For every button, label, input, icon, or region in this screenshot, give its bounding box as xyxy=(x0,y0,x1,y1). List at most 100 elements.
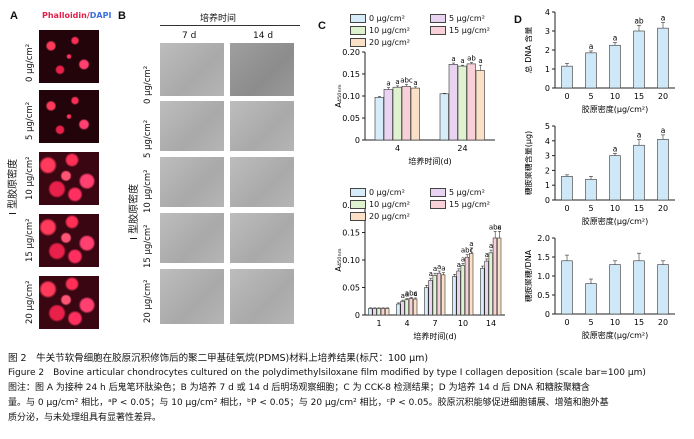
bar xyxy=(609,264,621,315)
legend-item: 10 μg/cm² xyxy=(350,26,410,35)
brightfield-image xyxy=(230,43,294,96)
bar xyxy=(404,299,409,316)
panel-a-ylabel: I 型胶原密度 xyxy=(8,158,19,215)
fluorescence-image xyxy=(38,213,100,268)
bar xyxy=(657,139,669,201)
brightfield-image xyxy=(230,269,294,324)
panel-b-row-label: 0 μg/cm² xyxy=(143,65,153,104)
significance-label: abc xyxy=(405,289,418,297)
bar xyxy=(480,267,485,316)
legend-label: 20 μg/cm² xyxy=(369,38,410,47)
panel-b-col-7d: 7 d xyxy=(182,31,197,41)
chart-d-ratio: 0 0.5 1.0 1.5 2.0 糖胺聚糖/DNA 胶原密度(μg/cm²) 0 5 10 15 2… xyxy=(525,234,675,340)
bar xyxy=(428,280,433,316)
x-tick-label: 15 xyxy=(634,92,644,101)
x-tick-label: 5 xyxy=(588,318,593,327)
bar xyxy=(484,260,489,316)
legend-swatch xyxy=(430,200,446,209)
bar xyxy=(400,300,405,316)
panel-c-letter: C xyxy=(318,20,326,32)
significance-label: a xyxy=(413,290,417,298)
significance-label: a xyxy=(429,270,433,278)
caption-cn-title: 图 2 牛关节软骨细胞在胶原沉积修饰后的聚二甲基硅氧烷(PDMS)材料上培养结果… xyxy=(8,353,429,364)
bar xyxy=(469,253,474,316)
bar xyxy=(609,155,621,201)
bar xyxy=(424,287,429,316)
x-tick-label: 0 xyxy=(564,92,569,101)
dapi-label: DAPI xyxy=(89,11,112,20)
panel-b-row-label: 15 μg/cm² xyxy=(143,224,153,268)
significance-label: a xyxy=(613,33,618,42)
bar xyxy=(464,256,470,316)
bar xyxy=(432,275,437,316)
caption-note-3: 质分泌，与未处理组具有显著性差异。 xyxy=(8,413,162,423)
significance-label: a xyxy=(395,78,399,86)
y-tick-label: 0 xyxy=(545,84,550,93)
x-tick-label: 5 xyxy=(588,204,593,213)
fluorescence-image xyxy=(38,29,100,84)
legend-swatch xyxy=(430,26,446,35)
x-tick-label: 10 xyxy=(610,92,620,101)
significance-label: a xyxy=(485,251,489,259)
bar xyxy=(466,63,476,141)
significance-label: a xyxy=(489,242,493,250)
significance-label: a xyxy=(637,130,642,139)
bar xyxy=(456,270,461,316)
panel-b-letter: B xyxy=(118,10,126,22)
x-tick-label: 5 xyxy=(588,92,593,101)
caption-note-1: 图注：图 A 为接种 24 h 后鬼笔环肽染色；B 为培养 7 d 或 14 d… xyxy=(8,383,590,393)
y-tick-label: 1.5 xyxy=(537,253,550,262)
x-tick-label: 0 xyxy=(564,204,569,213)
bar xyxy=(492,237,498,316)
legend-item: 0 μg/cm² xyxy=(350,14,405,23)
y-tick-label: 2.0 xyxy=(537,234,550,243)
x-tick-label: 10 xyxy=(610,204,620,213)
legend-label: 5 μg/cm² xyxy=(449,14,485,23)
significance-label: a xyxy=(405,291,409,299)
significance-label: a xyxy=(469,240,473,248)
y-tick-label: 0.05 xyxy=(342,284,360,293)
significance-label: a xyxy=(661,126,666,135)
y-tick-label: 1 xyxy=(545,181,550,190)
y-axis-label: 糖胺聚糖/DNA xyxy=(525,249,533,302)
significance-label: a xyxy=(451,55,455,63)
significance-label: a xyxy=(461,255,465,263)
x-axis-label: 胶原密度(μg/cm²) xyxy=(582,104,649,114)
panel-a-letter: A xyxy=(10,10,18,22)
x-tick-label: 10 xyxy=(610,318,620,327)
panel-b-row-label: 5 μg/cm² xyxy=(143,119,153,158)
bar xyxy=(585,52,597,89)
bar xyxy=(396,303,401,316)
panel-a-row-label: 5 μg/cm² xyxy=(25,101,35,140)
y-tick-label: 0.20 xyxy=(342,48,360,57)
y-tick-label: 0 xyxy=(545,196,550,205)
bar xyxy=(633,260,645,315)
bar xyxy=(460,265,465,316)
brightfield-image xyxy=(160,269,224,324)
bar xyxy=(372,308,377,316)
significance-label: a xyxy=(401,292,405,300)
brightfield-image xyxy=(160,43,224,96)
y-axis-label: A₄₅₀ₙₘ xyxy=(334,84,343,107)
significance-label: a xyxy=(413,79,417,87)
legend-swatch xyxy=(430,14,446,23)
y-tick-label: 5 xyxy=(545,122,550,131)
y-tick-label: 0.10 xyxy=(342,92,360,101)
y-tick-label: 2 xyxy=(545,166,550,175)
legend-label: 20 μg/cm² xyxy=(369,212,410,221)
fluorescence-image xyxy=(38,151,100,206)
panel-b-row-label: 20 μg/cm² xyxy=(143,279,153,323)
y-tick-label: 0 xyxy=(545,310,550,319)
phalloidin-label: Phalloidin/ xyxy=(42,11,90,20)
y-tick-label: 0.05 xyxy=(342,114,360,123)
significance-label: abc xyxy=(489,223,502,231)
significance-label: a xyxy=(386,80,390,88)
panel-a-row-label: 0 μg/cm² xyxy=(25,43,35,82)
significance-label: a xyxy=(433,265,437,273)
x-tick-label: 1 xyxy=(376,319,381,328)
bar xyxy=(376,308,381,316)
y-tick-label: 0.15 xyxy=(342,229,360,238)
brightfield-image xyxy=(230,101,294,151)
y-tick-label: 0 xyxy=(355,136,360,145)
